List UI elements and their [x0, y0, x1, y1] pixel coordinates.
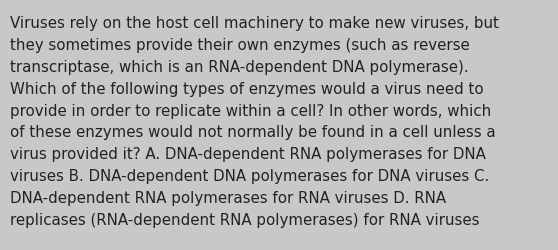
Text: of these enzymes would not normally be found in a cell unless a: of these enzymes would not normally be f…	[10, 125, 496, 140]
Text: transcriptase, which is an RNA-dependent DNA polymerase).: transcriptase, which is an RNA-dependent…	[10, 60, 469, 75]
Text: Which of the following types of enzymes would a virus need to: Which of the following types of enzymes …	[10, 82, 484, 96]
Text: replicases (RNA-dependent RNA polymerases) for RNA viruses: replicases (RNA-dependent RNA polymerase…	[10, 212, 479, 227]
Text: provide in order to replicate within a cell? In other words, which: provide in order to replicate within a c…	[10, 103, 491, 118]
Text: they sometimes provide their own enzymes (such as reverse: they sometimes provide their own enzymes…	[10, 38, 470, 53]
Text: DNA-dependent RNA polymerases for RNA viruses D. RNA: DNA-dependent RNA polymerases for RNA vi…	[10, 190, 446, 205]
Text: viruses B. DNA-dependent DNA polymerases for DNA viruses C.: viruses B. DNA-dependent DNA polymerases…	[10, 168, 489, 184]
Text: virus provided it? A. DNA-dependent RNA polymerases for DNA: virus provided it? A. DNA-dependent RNA …	[10, 147, 486, 162]
Text: Viruses rely on the host cell machinery to make new viruses, but: Viruses rely on the host cell machinery …	[10, 16, 499, 31]
